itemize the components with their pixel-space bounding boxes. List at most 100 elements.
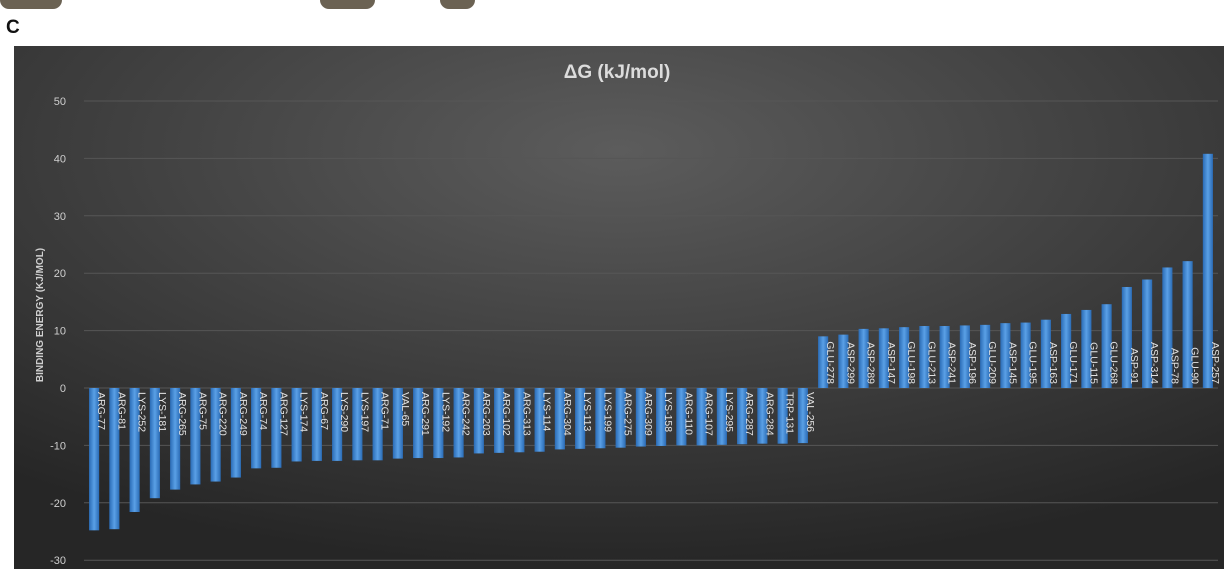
x-tick-label: LYS-192 — [439, 392, 451, 432]
bar — [190, 388, 201, 485]
x-tick-label: ARG-309 — [642, 392, 654, 436]
x-tick-label: ARG-313 — [520, 392, 532, 436]
bar — [1061, 313, 1072, 388]
x-tick-label: VAL-65 — [399, 392, 411, 426]
x-tick-label: GLU-268 — [1108, 341, 1120, 384]
bar — [878, 328, 889, 388]
x-tick-label: ARG-287 — [743, 392, 755, 436]
y-tick-label: 50 — [54, 96, 66, 108]
bar — [1162, 267, 1173, 388]
bar — [311, 388, 322, 461]
x-tick-label: GLU-90 — [1189, 347, 1201, 384]
image-fragment-middle — [320, 0, 375, 9]
bar — [453, 388, 464, 458]
bar — [777, 388, 788, 444]
bar — [939, 326, 950, 388]
bar — [1081, 309, 1092, 388]
x-tick-label: ARG-304 — [561, 392, 573, 436]
bar — [959, 325, 970, 388]
bar — [676, 388, 687, 446]
y-tick-label: -10 — [50, 440, 66, 452]
y-axis-label: BINDING ENERGY (KJ/MOL) — [35, 248, 46, 382]
y-tick-label: 20 — [54, 268, 66, 280]
x-tick-label: ARG-71 — [379, 392, 391, 430]
x-tick-label: ARG-67 — [318, 392, 330, 430]
x-tick-label: ARG-107 — [703, 392, 715, 436]
x-tick-label: ASP-78 — [1168, 348, 1180, 384]
bar — [1202, 153, 1213, 388]
bar — [696, 388, 707, 446]
x-tick-label: ARG-74 — [257, 392, 269, 430]
x-tick-label: ARG-102 — [500, 392, 512, 436]
panel-letter: C — [6, 17, 20, 38]
x-tick-label: ASP-196 — [966, 342, 978, 384]
y-tick-label: 10 — [54, 326, 66, 338]
bar — [1020, 322, 1031, 388]
x-tick-label: VAL-256 — [804, 392, 816, 432]
x-tick-label: ARG-242 — [460, 392, 472, 436]
x-tick-label: ARG-203 — [480, 392, 492, 436]
x-tick-label: ARG-127 — [277, 392, 289, 436]
bar — [716, 388, 727, 445]
x-tick-label: TRP-131 — [784, 392, 796, 434]
bar — [149, 388, 160, 499]
bar — [1142, 279, 1153, 388]
bar — [251, 388, 262, 469]
x-tick-label: ARG-81 — [115, 392, 127, 430]
bar — [494, 388, 505, 453]
bar — [554, 388, 565, 450]
bar — [838, 334, 849, 388]
bar — [737, 388, 748, 445]
y-tick-label: 0 — [60, 383, 66, 395]
bar — [109, 388, 120, 530]
bar — [433, 388, 444, 459]
x-tick-label: ASP-289 — [865, 342, 877, 384]
x-tick-label: GLU-213 — [925, 341, 937, 384]
y-tick-label: -20 — [50, 498, 66, 510]
x-tick-label: LYS-252 — [136, 392, 148, 432]
bar — [352, 388, 363, 461]
x-tick-label: ASP-257 — [1209, 342, 1221, 384]
bar — [899, 327, 910, 388]
x-tick-label: LYS-295 — [723, 392, 735, 432]
x-tick-label: LYS-181 — [156, 392, 168, 432]
x-tick-label: ARG-275 — [622, 392, 634, 436]
bar — [757, 388, 768, 444]
bar — [1121, 286, 1132, 388]
x-tick-label: ARG-110 — [682, 392, 694, 435]
bar — [656, 388, 667, 446]
bar — [514, 388, 525, 453]
x-tick-label: ARG-75 — [196, 392, 208, 430]
bar — [372, 388, 383, 461]
image-fragment-right — [440, 0, 475, 9]
x-tick-label: ARG-291 — [419, 392, 431, 436]
chart-background — [14, 46, 1224, 569]
x-tick-label: GLU-278 — [824, 341, 836, 384]
x-tick-label: ARG-77 — [95, 392, 107, 430]
bar — [858, 328, 869, 388]
x-tick-label: GLU-115 — [1087, 342, 1099, 384]
bar — [575, 388, 586, 449]
x-tick-label: LYS-290 — [338, 392, 350, 432]
x-tick-label: ARG-249 — [237, 392, 249, 436]
bar — [1101, 304, 1112, 388]
x-tick-label: ASP-299 — [844, 342, 856, 384]
bar — [89, 388, 100, 531]
bar — [271, 388, 282, 468]
bar — [473, 388, 484, 454]
x-tick-label: GLU-209 — [986, 341, 998, 384]
x-tick-label: ASP-241 — [946, 342, 958, 384]
x-tick-label: LYS-113 — [581, 392, 593, 431]
bar — [1182, 261, 1193, 388]
x-tick-label: LYS-174 — [298, 392, 310, 432]
x-tick-label: ASP-145 — [1006, 342, 1018, 384]
x-tick-label: ARG-265 — [176, 392, 188, 436]
x-tick-label: GLU-171 — [1067, 341, 1079, 384]
bar — [980, 324, 991, 388]
bar — [615, 388, 626, 448]
bar — [291, 388, 302, 462]
bar — [635, 388, 646, 447]
chart-title: ΔG (kJ/mol) — [564, 62, 671, 83]
x-tick-label: ASP-314 — [1148, 342, 1160, 384]
x-tick-label: LYS-197 — [358, 392, 370, 432]
